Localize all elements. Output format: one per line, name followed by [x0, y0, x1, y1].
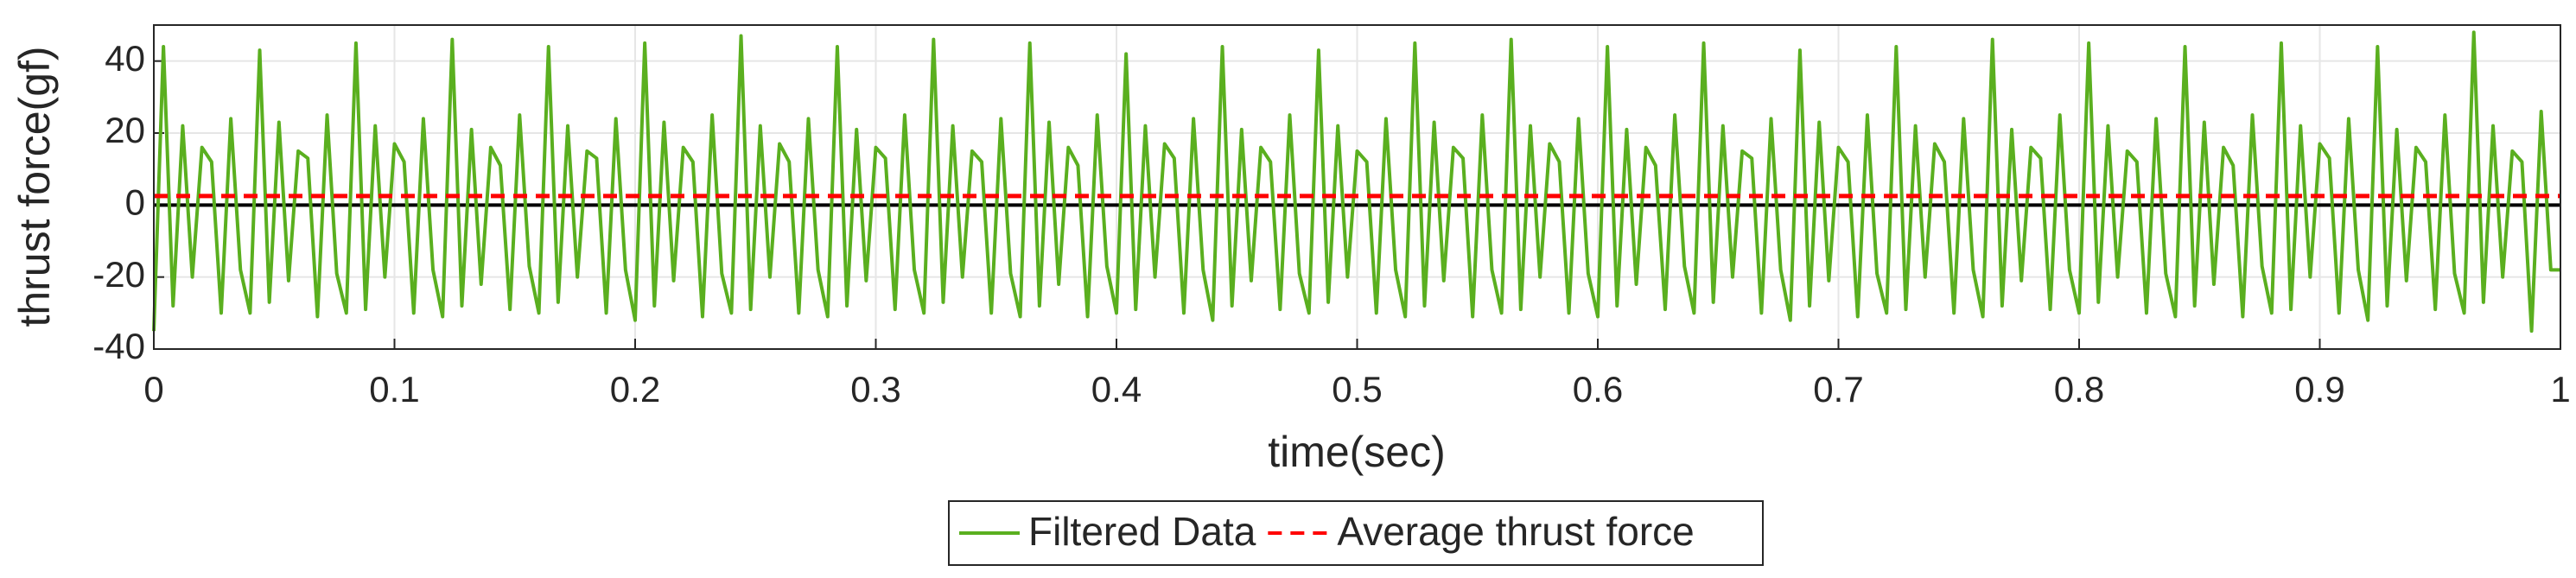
x-tick-label: 0.3	[850, 369, 900, 410]
x-tick-label: 0.5	[1332, 369, 1382, 410]
legend-label: Average thrust force	[1337, 509, 1694, 554]
series-line	[152, 30, 2560, 333]
x-tick-label: 0.7	[1813, 369, 1863, 410]
legend-box	[948, 500, 1764, 566]
x-tick-label: 1	[2550, 369, 2570, 410]
x-tick-label: 0.1	[369, 369, 419, 410]
axes-box	[153, 24, 2561, 350]
y-tick-label: -40	[92, 326, 145, 366]
x-tick-label: 0.4	[1091, 369, 1142, 410]
x-tick-label: 0.6	[1573, 369, 1623, 410]
x-tick-label: 0.9	[2294, 369, 2344, 410]
y-tick-label: 40	[105, 38, 145, 79]
y-axis-label: thrust force(gf)	[10, 46, 59, 327]
x-tick-label: 0.8	[2054, 369, 2104, 410]
y-tick-label: 0	[125, 181, 145, 222]
x-axis-label: time(sec)	[1268, 428, 1446, 476]
x-tick-label: 0.2	[610, 369, 660, 410]
x-tick-label: 0	[143, 369, 163, 410]
y-tick-label: -20	[92, 254, 145, 295]
legend-label: Filtered Data	[1028, 509, 1256, 554]
y-tick-label: 20	[105, 110, 145, 150]
